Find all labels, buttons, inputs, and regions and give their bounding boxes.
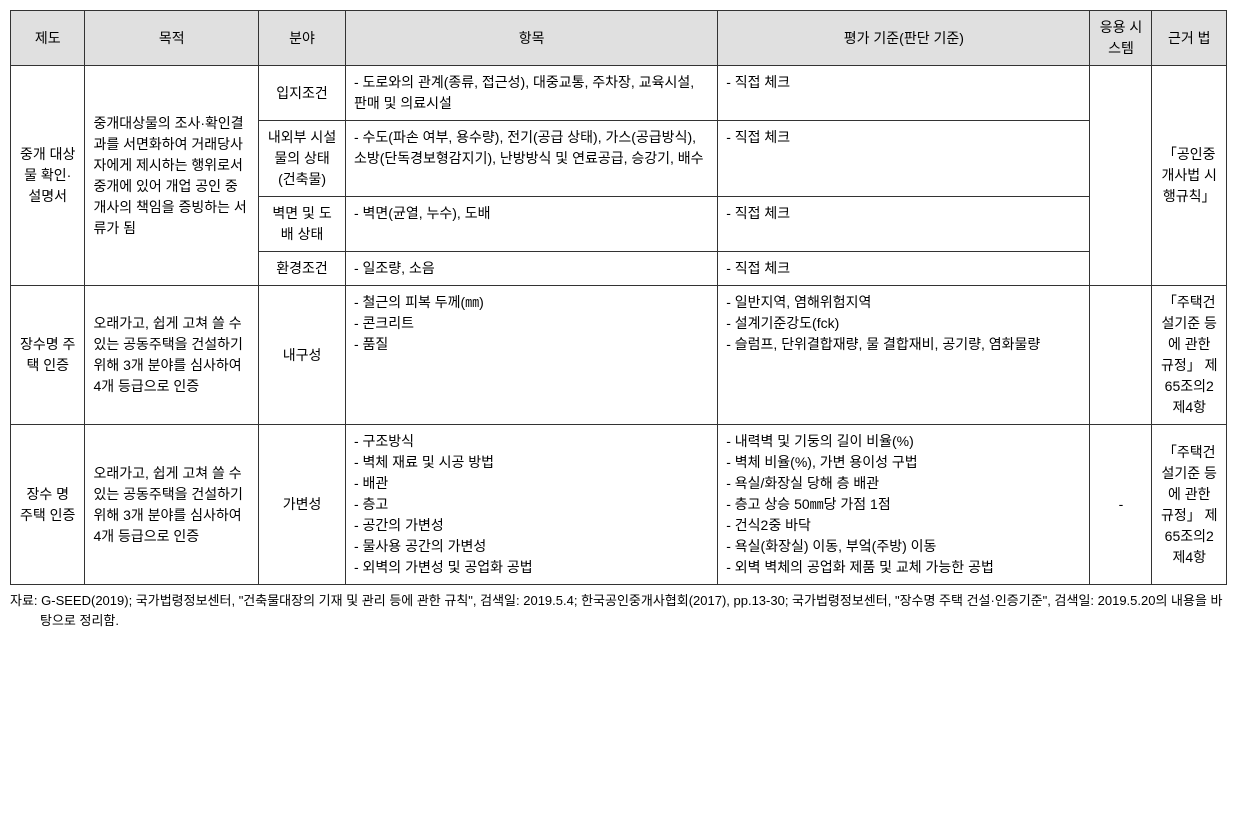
cell-app: - xyxy=(1090,425,1152,585)
cell-criteria: - 일반지역, 염해위험지역- 설계기준강도(fck)- 슬럼프, 단위결합재량… xyxy=(718,286,1090,425)
cell-purpose: 오래가고, 쉽게 고쳐 쓸 수 있는 공동주택을 건설하기 위해 3개 분야를 … xyxy=(85,286,259,425)
table-row: 장수명 주택 인증 오래가고, 쉽게 고쳐 쓸 수 있는 공동주택을 건설하기 … xyxy=(11,286,1227,425)
main-table: 제도 목적 분야 항목 평가 기준(판단 기준) 응용 시스템 근거 법 중개 … xyxy=(10,10,1227,585)
cell-field: 내외부 시설물의 상태(건축물) xyxy=(259,121,346,197)
cell-app xyxy=(1090,286,1152,425)
cell-criteria: - 직접 체크 xyxy=(718,66,1090,121)
cell-app xyxy=(1090,66,1152,286)
cell-field: 벽면 및 도배 상태 xyxy=(259,197,346,252)
header-app: 응용 시스템 xyxy=(1090,11,1152,66)
cell-item: - 일조량, 소음 xyxy=(345,252,717,286)
cell-criteria: - 직접 체크 xyxy=(718,252,1090,286)
header-purpose: 목적 xyxy=(85,11,259,66)
cell-field: 가변성 xyxy=(259,425,346,585)
header-law: 근거 법 xyxy=(1152,11,1227,66)
cell-criteria: - 직접 체크 xyxy=(718,121,1090,197)
cell-item: - 벽면(균열, 누수), 도배 xyxy=(345,197,717,252)
footnote-text: 자료: G-SEED(2019); 국가법령정보센터, "건축물대장의 기재 및… xyxy=(10,591,1227,630)
header-item: 항목 xyxy=(345,11,717,66)
cell-item: - 도로와의 관계(종류, 접근성), 대중교통, 주차장, 교육시설, 판매 … xyxy=(345,66,717,121)
cell-purpose: 중개대상물의 조사·확인결과를 서면화하여 거래당사자에게 제시하는 행위로서 … xyxy=(85,66,259,286)
header-criteria: 평가 기준(판단 기준) xyxy=(718,11,1090,66)
cell-field: 내구성 xyxy=(259,286,346,425)
cell-law: 「주택건설기준 등에 관한 규정」 제65조의2제4항 xyxy=(1152,286,1227,425)
cell-field: 환경조건 xyxy=(259,252,346,286)
cell-law: 「주택건설기준 등에 관한 규정」 제65조의2제4항 xyxy=(1152,425,1227,585)
cell-system: 장수명 주택 인증 xyxy=(11,286,85,425)
header-field: 분야 xyxy=(259,11,346,66)
cell-system: 중개 대상물 확인· 설명서 xyxy=(11,66,85,286)
table-row: 장수 명 주택 인증 오래가고, 쉽게 고쳐 쓸 수 있는 공동주택을 건설하기… xyxy=(11,425,1227,585)
table-row: 중개 대상물 확인· 설명서 중개대상물의 조사·확인결과를 서면화하여 거래당… xyxy=(11,66,1227,121)
header-system: 제도 xyxy=(11,11,85,66)
cell-field: 입지조건 xyxy=(259,66,346,121)
cell-item: - 구조방식- 벽체 재료 및 시공 방법- 배관- 층고- 공간의 가변성- … xyxy=(345,425,717,585)
cell-item: - 수도(파손 여부, 용수량), 전기(공급 상태), 가스(공급방식), 소… xyxy=(345,121,717,197)
table-header: 제도 목적 분야 항목 평가 기준(판단 기준) 응용 시스템 근거 법 xyxy=(11,11,1227,66)
cell-criteria: - 직접 체크 xyxy=(718,197,1090,252)
cell-system: 장수 명 주택 인증 xyxy=(11,425,85,585)
cell-law: 「공인중개사법 시행규칙」 xyxy=(1152,66,1227,286)
cell-item: - 철근의 피복 두께(㎜)- 콘크리트- 품질 xyxy=(345,286,717,425)
cell-purpose: 오래가고, 쉽게 고쳐 쓸 수 있는 공동주택을 건설하기 위해 3개 분야를 … xyxy=(85,425,259,585)
cell-criteria: - 내력벽 및 기둥의 길이 비율(%)- 벽체 비율(%), 가변 용이성 구… xyxy=(718,425,1090,585)
